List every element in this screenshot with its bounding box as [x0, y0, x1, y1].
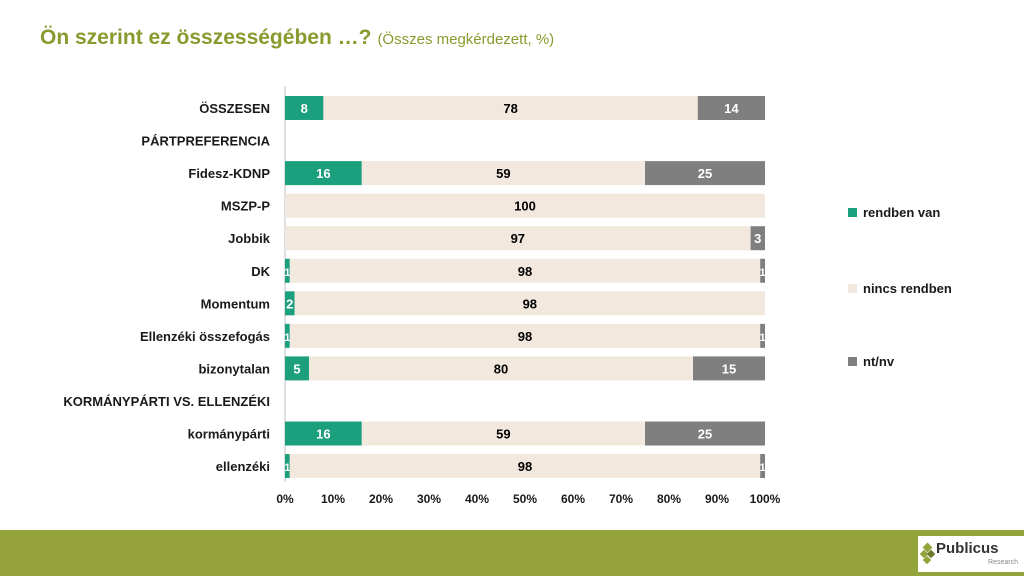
data-label-nincs-rendben-ellenzéki-összefogás: 98 — [518, 329, 532, 344]
x-tick-40pct: 40% — [465, 492, 489, 506]
data-label-nincs-rendben-kormánypárti: 59 — [496, 427, 510, 442]
bar-rendben-van-ellenzéki-összefogás — [285, 323, 290, 348]
data-label-nt-nv-fidesz-kdnp: 25 — [698, 166, 712, 181]
legend-swatch-rendben-van — [848, 208, 857, 217]
category-label-mszp-p: MSZP-P — [221, 199, 270, 214]
category-label-ellenzéki: ellenzéki — [216, 459, 270, 474]
publicus-logo: Publicus Research — [918, 536, 1024, 572]
data-label-nincs-rendben-bizonytalan: 80 — [494, 361, 508, 376]
category-label-momentum: Momentum — [201, 296, 270, 311]
data-label-nincs-rendben-ellenzéki: 98 — [518, 459, 532, 474]
chart-title: Ön szerint ez összességében …? (Összes me… — [40, 26, 554, 50]
data-label-nt-nv-dk: 1 — [760, 267, 766, 279]
data-label-nincs-rendben-momentum: 98 — [523, 296, 537, 311]
category-label-pártpreferencia: PÁRTPREFERENCIA — [141, 134, 270, 149]
bar-nincs-rendben-mszp-p — [285, 193, 765, 218]
bar-nt-nv-összesen — [697, 96, 765, 120]
x-tick-60pct: 60% — [561, 492, 585, 506]
bar-nincs-rendben-ellenzéki-összefogás — [289, 323, 761, 348]
data-label-nincs-rendben-összesen: 78 — [503, 101, 517, 116]
data-label-rendben-van-momentum: 2 — [286, 296, 293, 311]
bar-rendben-van-fidesz-kdnp — [285, 161, 362, 186]
data-label-rendben-van-összesen: 8 — [301, 101, 308, 116]
bar-rendben-van-dk — [285, 258, 290, 283]
x-tick-70pct: 70% — [609, 492, 633, 506]
category-label-összesen: ÖSSZESEN — [199, 101, 270, 116]
bar-nt-nv-ellenzéki — [760, 454, 765, 479]
bar-nincs-rendben-kormánypárti — [361, 421, 645, 446]
bar-nincs-rendben-dk — [289, 258, 761, 283]
data-label-nt-nv-összesen: 14 — [724, 101, 739, 116]
x-tick-20pct: 20% — [369, 492, 393, 506]
x-tick-90pct: 90% — [705, 492, 729, 506]
bar-rendben-van-momentum — [285, 291, 295, 316]
bar-nincs-rendben-jobbik — [285, 226, 751, 251]
data-label-nt-nv-ellenzéki: 1 — [760, 462, 766, 474]
data-label-nincs-rendben-fidesz-kdnp: 59 — [496, 166, 510, 181]
data-label-rendben-van-fidesz-kdnp: 16 — [316, 166, 330, 181]
bar-nt-nv-ellenzéki-összefogás — [760, 323, 765, 348]
category-label-kormánypárti: kormánypárti — [188, 427, 270, 442]
data-label-nt-nv-kormánypárti: 25 — [698, 427, 712, 442]
title-main: Ön szerint ez összességében …? — [40, 26, 372, 49]
bar-rendben-van-ellenzéki — [285, 454, 290, 479]
data-label-nt-nv-ellenzéki-összefogás: 1 — [760, 332, 766, 344]
bar-nincs-rendben-momentum — [294, 291, 765, 316]
data-label-rendben-van-dk: 1 — [284, 267, 290, 279]
data-label-nincs-rendben-mszp-p: 100 — [514, 199, 536, 214]
x-tick-80pct: 80% — [657, 492, 681, 506]
logo-mark-icon — [920, 542, 936, 564]
bar-nt-nv-fidesz-kdnp — [645, 161, 765, 186]
data-label-rendben-van-bizonytalan: 5 — [293, 361, 300, 376]
legend-swatch-nincs-rendben — [848, 284, 857, 293]
bar-rendben-van-bizonytalan — [285, 356, 309, 381]
data-label-nincs-rendben-jobbik: 97 — [511, 231, 525, 246]
data-label-nt-nv-bizonytalan: 15 — [722, 361, 736, 376]
legend-label-nincs-rendben: nincs rendben — [863, 281, 952, 296]
data-label-rendben-van-kormánypárti: 16 — [316, 427, 330, 442]
x-tick-0pct: 0% — [276, 492, 294, 506]
data-label-rendben-van-ellenzéki: 1 — [284, 462, 290, 474]
bar-rendben-van-összesen — [285, 96, 324, 120]
bar-nt-nv-jobbik — [750, 226, 765, 251]
category-label-kormánypárti-vs-ellenzéki: KORMÁNYPÁRTI VS. ELLENZÉKI — [63, 394, 270, 409]
bar-nt-nv-bizonytalan — [693, 356, 765, 381]
bar-nincs-rendben-fidesz-kdnp — [361, 161, 645, 186]
data-label-nt-nv-jobbik: 3 — [754, 231, 761, 246]
logo-name: Publicus — [936, 540, 999, 557]
x-tick-100pct: 100% — [750, 492, 781, 506]
bar-rendben-van-kormánypárti — [285, 421, 362, 446]
category-label-dk: DK — [251, 264, 270, 279]
x-tick-50pct: 50% — [513, 492, 537, 506]
bar-nincs-rendben-összesen — [323, 96, 698, 120]
legend-swatch-nt-nv — [848, 357, 857, 366]
bar-nt-nv-kormánypárti — [645, 421, 765, 446]
category-label-bizonytalan: bizonytalan — [198, 361, 270, 376]
data-label-nincs-rendben-dk: 98 — [518, 264, 532, 279]
x-tick-10pct: 10% — [321, 492, 345, 506]
bar-nincs-rendben-bizonytalan — [309, 356, 693, 381]
category-label-jobbik: Jobbik — [228, 231, 271, 246]
bar-nt-nv-dk — [760, 258, 765, 283]
title-subtitle: (Összes megkérdezett, %) — [377, 31, 555, 48]
bar-nincs-rendben-ellenzéki — [289, 454, 761, 479]
legend-label-rendben-van: rendben van — [863, 205, 940, 220]
footer-band — [0, 530, 1024, 576]
stacked-bar-chart: ÖSSZESEN 8 78 14 PÁRTPREFERENCIA Fidesz-KDNP 1… — [63, 86, 952, 506]
x-tick-30pct: 30% — [417, 492, 441, 506]
data-label-rendben-van-ellenzéki-összefogás: 1 — [284, 332, 290, 344]
logo-tagline: Research — [988, 559, 1018, 566]
legend-label-nt-nv: nt/nv — [863, 354, 895, 369]
category-label-ellenzéki-összefogás: Ellenzéki összefogás — [140, 329, 270, 344]
category-label-fidesz-kdnp: Fidesz-KDNP — [188, 166, 270, 181]
